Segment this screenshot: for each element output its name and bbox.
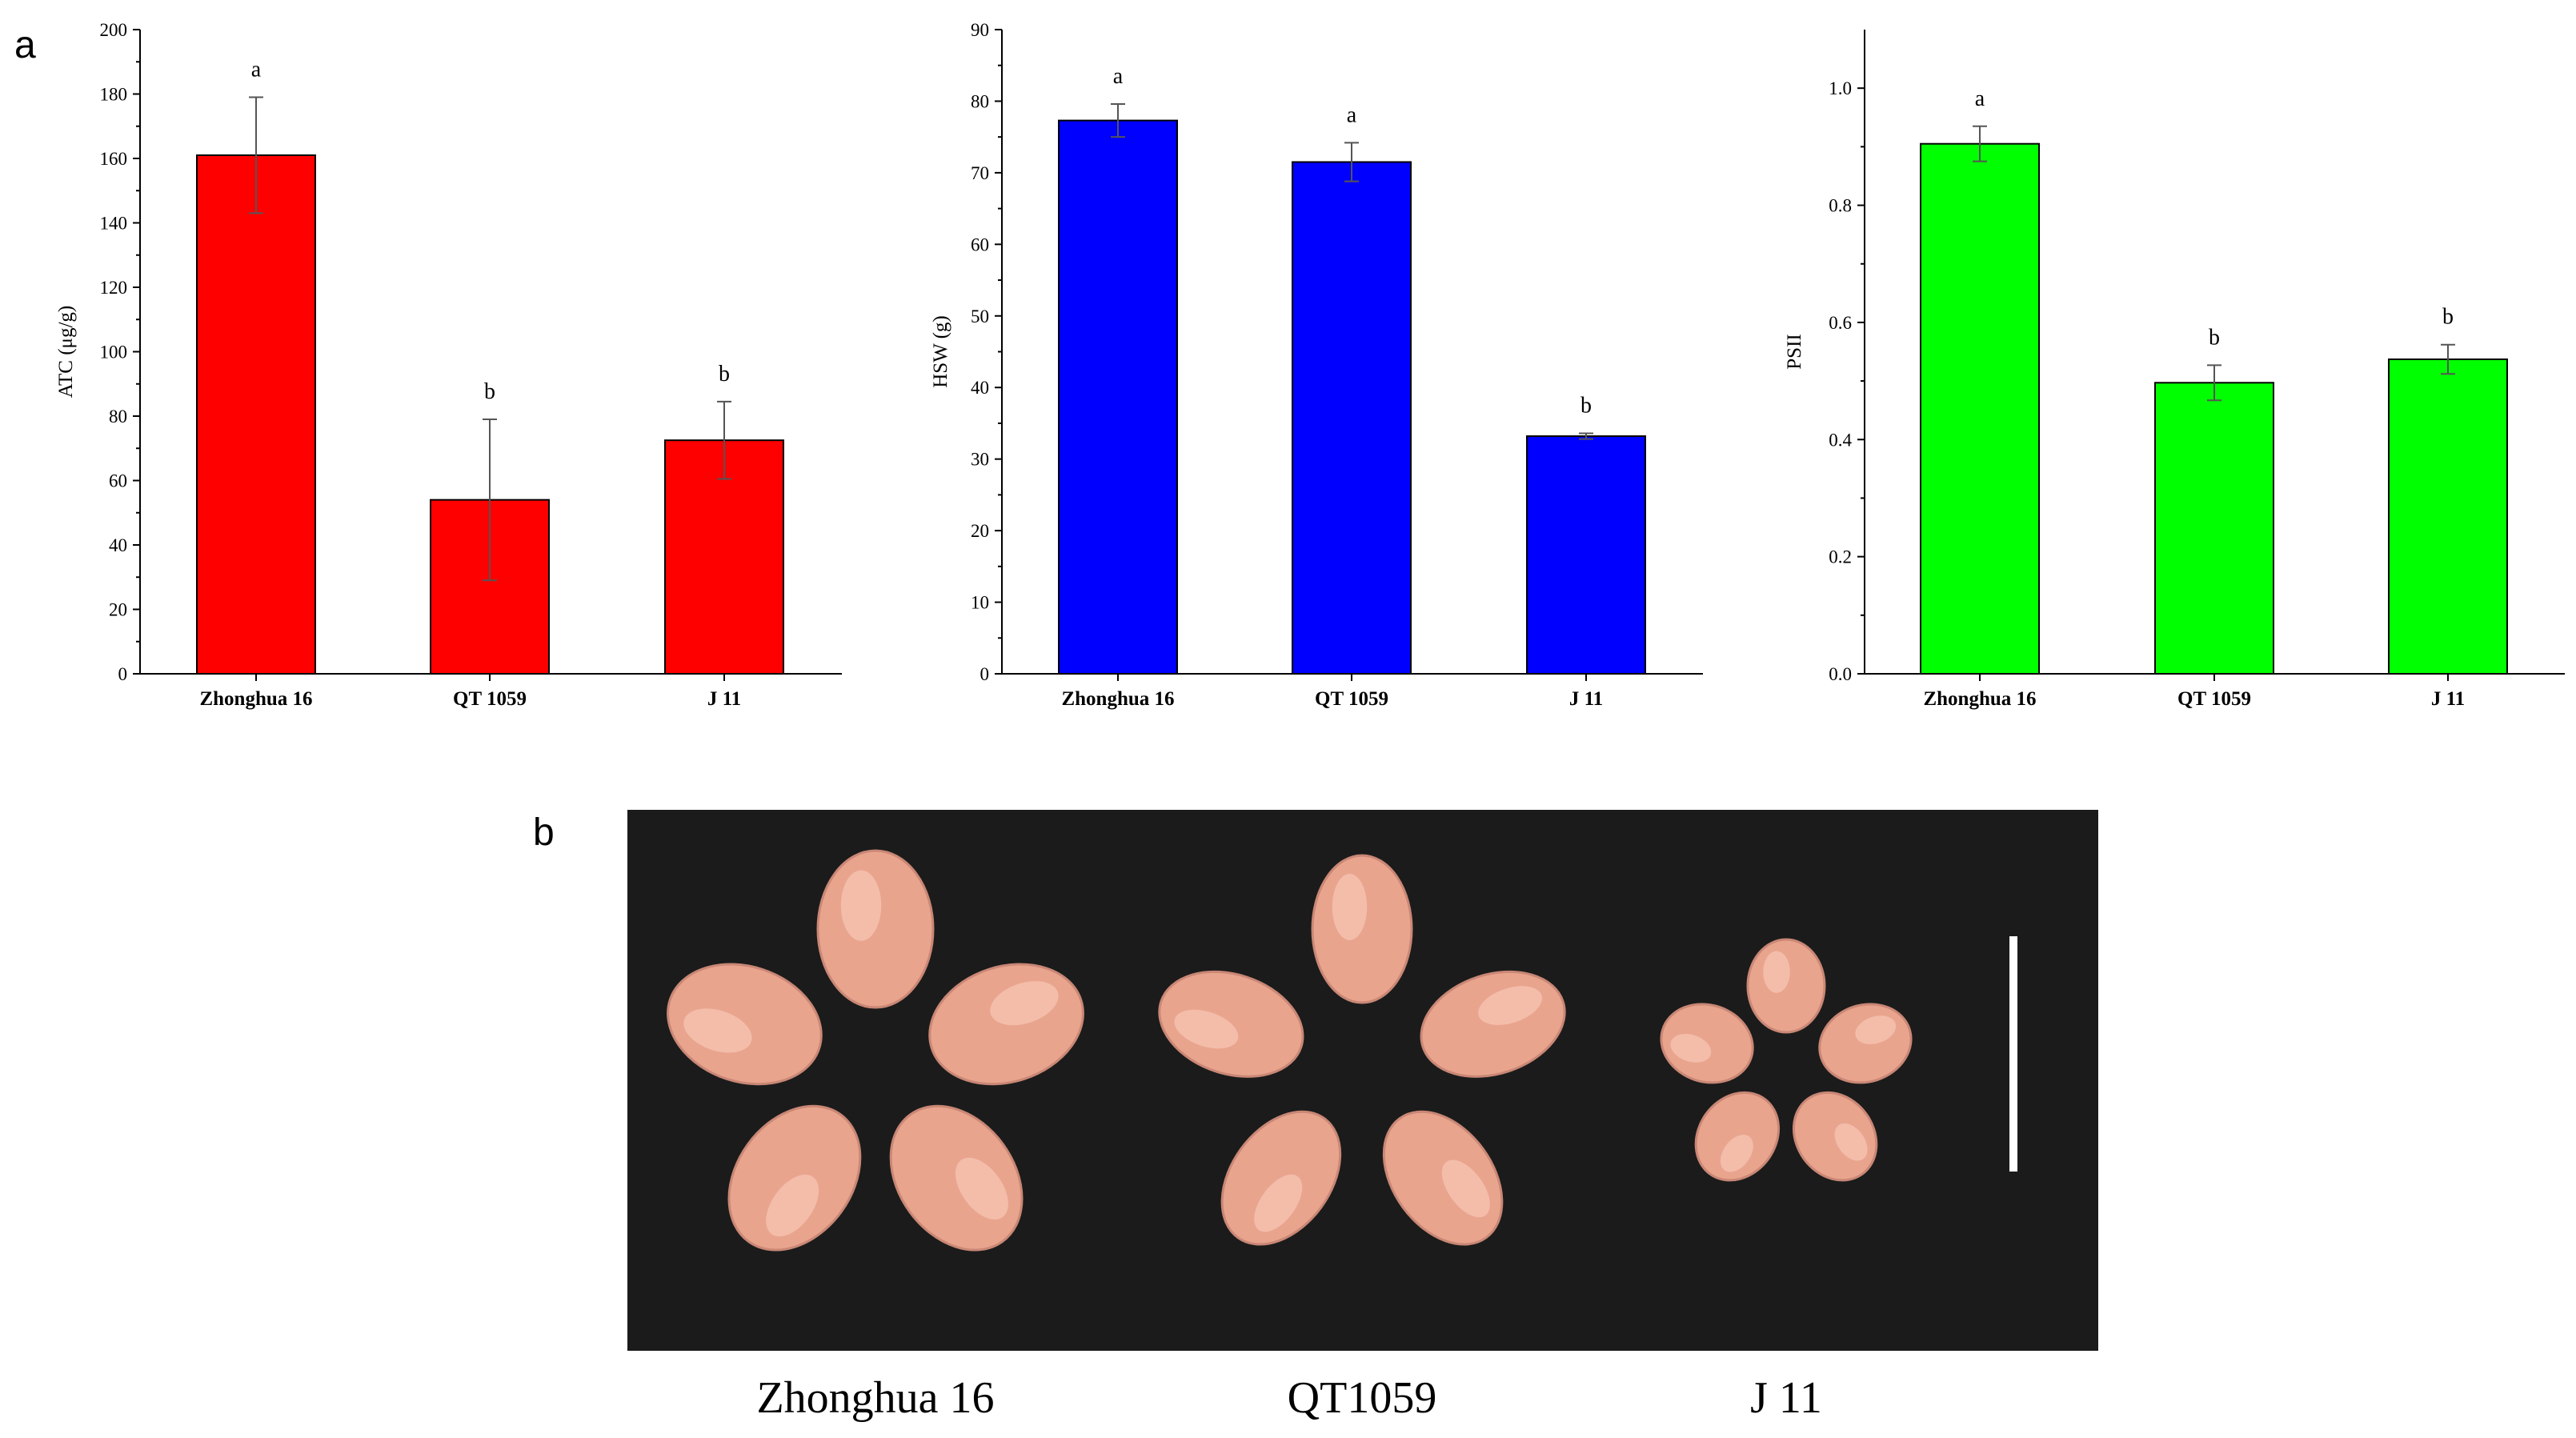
psii-y-tick-label: 0.6 bbox=[1829, 313, 1852, 333]
atc-significance-label: b bbox=[484, 379, 495, 404]
hsw-bar bbox=[1058, 119, 1178, 675]
hsw-category-label: Zhonghua 16 bbox=[1061, 688, 1174, 710]
psii-category-label: J 11 bbox=[2431, 688, 2465, 710]
atc-y-tick-label: 200 bbox=[100, 20, 128, 40]
peanut-seed-highlight bbox=[1254, 1174, 1303, 1232]
psii-bar bbox=[2388, 358, 2508, 675]
psii-bar bbox=[1920, 142, 2040, 675]
hsw-category-label: QT 1059 bbox=[1315, 688, 1388, 710]
atc-bar-chart: 0 20 40 60 80 100 120 140 160 180 200 ATC (μg/g) a Zh… bbox=[55, 20, 842, 710]
psii-y-tick-label: 0.4 bbox=[1829, 430, 1852, 450]
atc-y-tick-label: 160 bbox=[100, 149, 128, 169]
hsw-bar bbox=[1526, 435, 1646, 675]
peanut-seed-highlight bbox=[1174, 1009, 1239, 1049]
psii-significance-label: a bbox=[1975, 86, 1985, 111]
psii-bar bbox=[2154, 382, 2274, 675]
scale-bar bbox=[2009, 936, 2017, 1172]
photo-label-j11: J 11 bbox=[1750, 1373, 1822, 1423]
psii-significance-label: b bbox=[2209, 325, 2220, 350]
peanut-seed-highlight bbox=[955, 1157, 1008, 1220]
hsw-y-tick-label: 40 bbox=[971, 378, 989, 398]
hsw-y-axis-title: HSW (g) bbox=[930, 315, 951, 388]
hsw-y-tick-label: 0 bbox=[980, 664, 990, 684]
atc-category-label: QT 1059 bbox=[453, 688, 527, 710]
peanut-seed-highlight bbox=[1441, 1160, 1490, 1218]
peanut-seed-highlight bbox=[1720, 1134, 1753, 1172]
hsw-bar-chart: 0 10 20 30 40 50 60 70 80 90 HSW (g) a Zhonghua 16 a Q… bbox=[930, 20, 1703, 710]
psii-category-label: QT 1059 bbox=[2177, 688, 2251, 710]
atc-significance-label: a bbox=[251, 58, 262, 82]
hsw-y-tick-label: 70 bbox=[971, 163, 989, 183]
peanut-seed-highlight bbox=[1332, 874, 1368, 940]
psii-y-tick-label: 0.0 bbox=[1829, 664, 1852, 684]
atc-y-tick-label: 40 bbox=[109, 535, 127, 555]
peanut-seed-highlight bbox=[683, 1008, 752, 1053]
psii-y-tick-label: 1.0 bbox=[1829, 78, 1852, 98]
hsw-significance-label: b bbox=[1580, 393, 1592, 418]
psii-significance-label: b bbox=[2442, 305, 2454, 330]
peanut-seed-highlight bbox=[1834, 1123, 1868, 1161]
atc-y-tick-label: 80 bbox=[109, 407, 127, 427]
peanut-seed-highlight bbox=[766, 1174, 819, 1237]
psii-y-axis-title: PSII bbox=[1784, 334, 1805, 369]
peanut-seed-highlight bbox=[990, 981, 1059, 1026]
hsw-y-tick-label: 10 bbox=[971, 593, 989, 613]
peanut-seed-highlight bbox=[840, 870, 882, 941]
atc-y-tick-label: 0 bbox=[118, 664, 128, 684]
atc-y-tick-label: 120 bbox=[100, 278, 128, 298]
atc-y-tick-label: 140 bbox=[100, 214, 128, 234]
hsw-y-tick-label: 60 bbox=[971, 234, 989, 254]
atc-y-axis-title: ATC (μg/g) bbox=[55, 306, 77, 398]
peanut-seed-highlight bbox=[1670, 1034, 1712, 1063]
hsw-category-label: J 11 bbox=[1569, 688, 1603, 710]
atc-y-tick-label: 20 bbox=[109, 600, 127, 620]
hsw-y-tick-label: 50 bbox=[971, 306, 989, 326]
panel-a-label: a bbox=[14, 24, 36, 66]
atc-significance-label: b bbox=[719, 362, 730, 387]
atc-category-label: Zhonghua 16 bbox=[199, 688, 312, 710]
photo-label-zhonghua16: Zhonghua 16 bbox=[756, 1373, 994, 1423]
atc-y-tick-label: 100 bbox=[100, 342, 128, 363]
hsw-significance-label: a bbox=[1347, 102, 1357, 127]
peanut-seed-highlight bbox=[1763, 951, 1790, 993]
atc-y-tick-label: 60 bbox=[109, 471, 127, 491]
peanut-seed-highlight bbox=[1855, 1015, 1897, 1044]
atc-y-tick-label: 180 bbox=[100, 85, 128, 105]
hsw-y-tick-label: 20 bbox=[971, 521, 989, 541]
hsw-y-tick-label: 90 bbox=[971, 20, 989, 40]
hsw-bar bbox=[1292, 161, 1412, 675]
peanut-seed-photo-icon bbox=[667, 849, 1913, 1252]
panel-b-label: b bbox=[533, 811, 555, 854]
atc-bar bbox=[196, 154, 316, 675]
psii-category-label: Zhonghua 16 bbox=[1923, 688, 2036, 710]
photo-label-qt1059: QT1059 bbox=[1288, 1373, 1437, 1423]
psii-y-tick-label: 0.2 bbox=[1829, 547, 1852, 567]
atc-category-label: J 11 bbox=[707, 688, 741, 710]
psii-y-tick-label: 0.8 bbox=[1829, 196, 1852, 216]
hsw-y-tick-label: 80 bbox=[971, 91, 989, 111]
psii-bar-chart: 0.0 0.2 0.4 0.6 0.8 1.0 PSII a Zhonghua 16 b QT 10… bbox=[1784, 30, 2565, 710]
peanut-seed-photo bbox=[627, 810, 2098, 1351]
hsw-significance-label: a bbox=[1113, 64, 1124, 89]
hsw-y-tick-label: 30 bbox=[971, 450, 989, 470]
peanut-seed-highlight bbox=[1478, 986, 1542, 1025]
